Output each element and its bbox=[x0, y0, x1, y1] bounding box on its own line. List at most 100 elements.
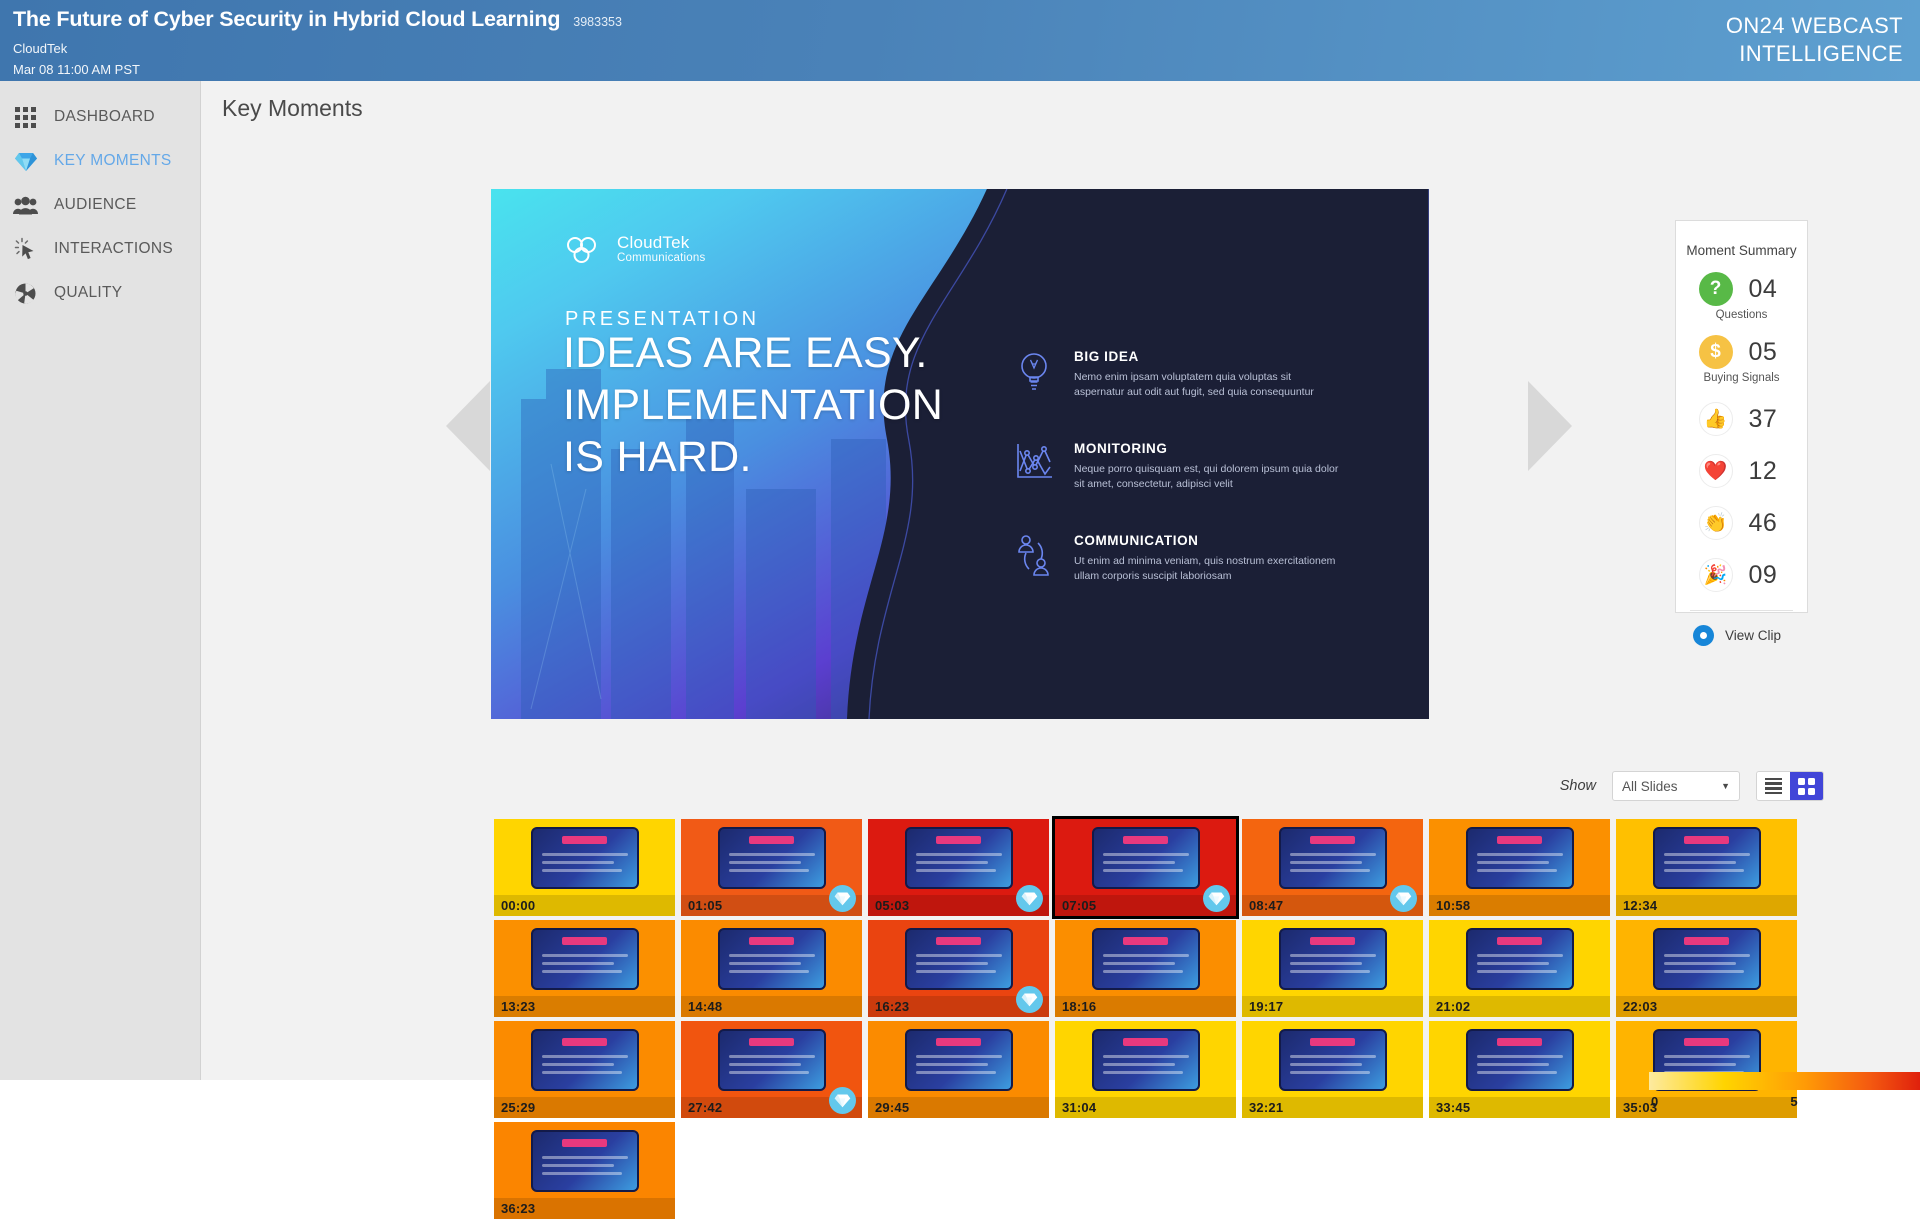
grid-view-icon[interactable] bbox=[1790, 772, 1823, 800]
party-popper-icon: 🎉 bbox=[1698, 558, 1733, 592]
slides-filter-value: All Slides bbox=[1622, 778, 1678, 794]
header-left: The Future of Cyber Security in Hybrid C… bbox=[13, 7, 622, 77]
thumbnail-25-29[interactable]: 25:29 bbox=[494, 1021, 675, 1118]
thumbnail-12-34[interactable]: 12:34 bbox=[1616, 819, 1797, 916]
cursor-click-icon bbox=[13, 237, 38, 262]
sidebar-item-audience[interactable]: AUDIENCE bbox=[0, 183, 200, 227]
thumbnail-18-16[interactable]: 18:16 bbox=[1055, 920, 1236, 1017]
thumbnail-time-strip bbox=[494, 895, 675, 916]
bullet-heading: BIG IDEA bbox=[1074, 349, 1139, 364]
sidebar-item-quality[interactable]: QUALITY bbox=[0, 271, 200, 315]
slide-headline: IDEAS ARE EASY. IMPLEMENTATION IS HARD. bbox=[563, 327, 943, 483]
show-label: Show bbox=[1559, 778, 1596, 794]
thumbnail-slide-image bbox=[904, 827, 1013, 889]
gem-icon bbox=[1203, 885, 1230, 912]
thumbnail-slide-image bbox=[1465, 1029, 1574, 1091]
communication-icon bbox=[1014, 533, 1056, 583]
gem-icon bbox=[829, 1087, 856, 1114]
clap-icon: 👏 bbox=[1698, 506, 1733, 540]
thumbnail-29-45[interactable]: 29:45 bbox=[868, 1021, 1049, 1118]
thumbnail-time-strip bbox=[1055, 996, 1236, 1017]
thumbnail-slide-image bbox=[530, 928, 639, 990]
thumbnail-36-23[interactable]: 36:23 bbox=[494, 1122, 675, 1219]
bullet-body: Nemo enim ipsam voluptatem quia voluptas… bbox=[1074, 371, 1314, 398]
thumbnail-00-00[interactable]: 00:00 bbox=[494, 819, 675, 916]
thumbnail-19-17[interactable]: 19:17 bbox=[1242, 920, 1423, 1017]
heart-icon: ❤️ bbox=[1698, 454, 1733, 488]
view-mode-toggle bbox=[1756, 771, 1824, 801]
legend-tick-mid: 5 bbox=[1790, 1094, 1798, 1109]
thumbnail-slide-image bbox=[530, 1130, 639, 1192]
dark-shape-overlay bbox=[847, 189, 1429, 719]
slide-bullet-list: BIG IDEA Nemo enim ipsam voluptatem quia… bbox=[1014, 349, 1344, 625]
thumbnail-31-04[interactable]: 31:04 bbox=[1055, 1021, 1236, 1118]
bullet-body: Ut enim ad minima veniam, quis nostrum e… bbox=[1074, 555, 1336, 582]
sidebar-item-interactions[interactable]: INTERACTIONS bbox=[0, 227, 200, 271]
thumbnail-filter-bar: Show All Slides ▼ bbox=[1560, 771, 1824, 801]
thumbnail-slide-image bbox=[1465, 928, 1574, 990]
thumbnail-timestamp: 12:34 bbox=[1623, 898, 1658, 913]
thumbnail-timestamp: 10:58 bbox=[1436, 898, 1471, 913]
thumbnail-27-42[interactable]: 27:42 bbox=[681, 1021, 862, 1118]
summary-row-party: 🎉 09 bbox=[1676, 558, 1807, 592]
view-clip-label: View Clip bbox=[1725, 628, 1782, 643]
thumbnail-slide-image bbox=[1091, 827, 1200, 889]
sidebar-label-quality: QUALITY bbox=[54, 284, 123, 301]
thumbnail-10-58[interactable]: 10:58 bbox=[1429, 819, 1610, 916]
thumbnail-slide-image bbox=[530, 1029, 639, 1091]
slide-viewer: CloudTek Communications PRESENTATION IDE… bbox=[446, 136, 1572, 719]
slide-logo-name: CloudTek bbox=[617, 233, 690, 252]
thumbnail-05-03[interactable]: 05:03 bbox=[868, 819, 1049, 916]
thumbnail-21-02[interactable]: 21:02 bbox=[1429, 920, 1610, 1017]
thumbnail-timestamp: 00:00 bbox=[501, 898, 536, 913]
current-slide-preview[interactable]: CloudTek Communications PRESENTATION IDE… bbox=[491, 189, 1429, 719]
thumbnail-timestamp: 05:03 bbox=[875, 898, 910, 913]
thumbnail-timestamp: 19:17 bbox=[1249, 999, 1284, 1014]
thumbnail-timestamp: 18:16 bbox=[1062, 999, 1097, 1014]
sidebar-item-key-moments[interactable]: KEY MOMENTS bbox=[0, 139, 200, 183]
thumbnail-time-strip bbox=[1616, 895, 1797, 916]
thumbnail-13-23[interactable]: 13:23 bbox=[494, 920, 675, 1017]
list-view-icon[interactable] bbox=[1757, 772, 1790, 800]
company-name: CloudTek bbox=[13, 41, 68, 56]
slide-logo: CloudTek Communications bbox=[563, 233, 705, 265]
thumbnail-slide-image bbox=[717, 928, 826, 990]
thumbnail-timestamp: 25:29 bbox=[501, 1100, 536, 1115]
heart-count: 12 bbox=[1748, 456, 1778, 485]
thumbnail-33-45[interactable]: 33:45 bbox=[1429, 1021, 1610, 1118]
thumbnail-timestamp: 01:05 bbox=[688, 898, 723, 913]
next-slide-arrow[interactable] bbox=[1528, 381, 1572, 471]
main-content: Key Moments bbox=[201, 81, 1920, 1219]
webcast-title: The Future of Cyber Security in Hybrid C… bbox=[13, 7, 561, 31]
thumbnail-08-47[interactable]: 08:47 bbox=[1242, 819, 1423, 916]
grid-view-squares bbox=[1798, 777, 1815, 795]
slide-bullet-item: MONITORING Neque porro quisquam est, qui… bbox=[1014, 441, 1344, 491]
thumbnail-slide-image bbox=[904, 1029, 1013, 1091]
gem-icon bbox=[829, 885, 856, 912]
thumbnail-time-strip bbox=[1242, 895, 1423, 916]
thumbnail-16-23[interactable]: 16:23 bbox=[868, 920, 1049, 1017]
brand-line-2: INTELLIGENCE bbox=[1739, 41, 1903, 66]
thumbnail-07-05[interactable]: 07:05 bbox=[1052, 816, 1239, 919]
thumbnail-slide-image bbox=[904, 928, 1013, 990]
slides-filter-select[interactable]: All Slides ▼ bbox=[1612, 771, 1740, 801]
thumbnail-timestamp: 33:45 bbox=[1436, 1100, 1471, 1115]
slide-bullet-item: BIG IDEA Nemo enim ipsam voluptatem quia… bbox=[1014, 349, 1344, 399]
thumbnail-32-21[interactable]: 32:21 bbox=[1242, 1021, 1423, 1118]
thumbs-up-icon: 👍 bbox=[1698, 402, 1733, 436]
webcast-id: 3983353 bbox=[573, 15, 622, 29]
key-moments-thumbnail-grid: 00:00 01:05 05:03 07:05 08:47 10:58 12:34 13:23… bbox=[494, 816, 1920, 1219]
thumbnail-time-strip bbox=[1429, 996, 1610, 1017]
clap-count: 46 bbox=[1748, 508, 1778, 537]
thumbnail-time-strip bbox=[681, 895, 862, 916]
thumbnail-01-05[interactable]: 01:05 bbox=[681, 819, 862, 916]
prev-slide-arrow[interactable] bbox=[446, 381, 490, 471]
thumbnail-time-strip bbox=[1429, 895, 1610, 916]
thumbnail-time-strip bbox=[868, 996, 1049, 1017]
sidebar-item-dashboard[interactable]: DASHBOARD bbox=[0, 95, 200, 139]
thumbnail-22-03[interactable]: 22:03 bbox=[1616, 920, 1797, 1017]
view-clip-button[interactable]: View Clip bbox=[1693, 625, 1807, 646]
thumbnail-14-48[interactable]: 14:48 bbox=[681, 920, 862, 1017]
buying-signals-caption: Buying Signals bbox=[1703, 372, 1780, 384]
moment-summary-title: Moment Summary bbox=[1686, 243, 1797, 258]
